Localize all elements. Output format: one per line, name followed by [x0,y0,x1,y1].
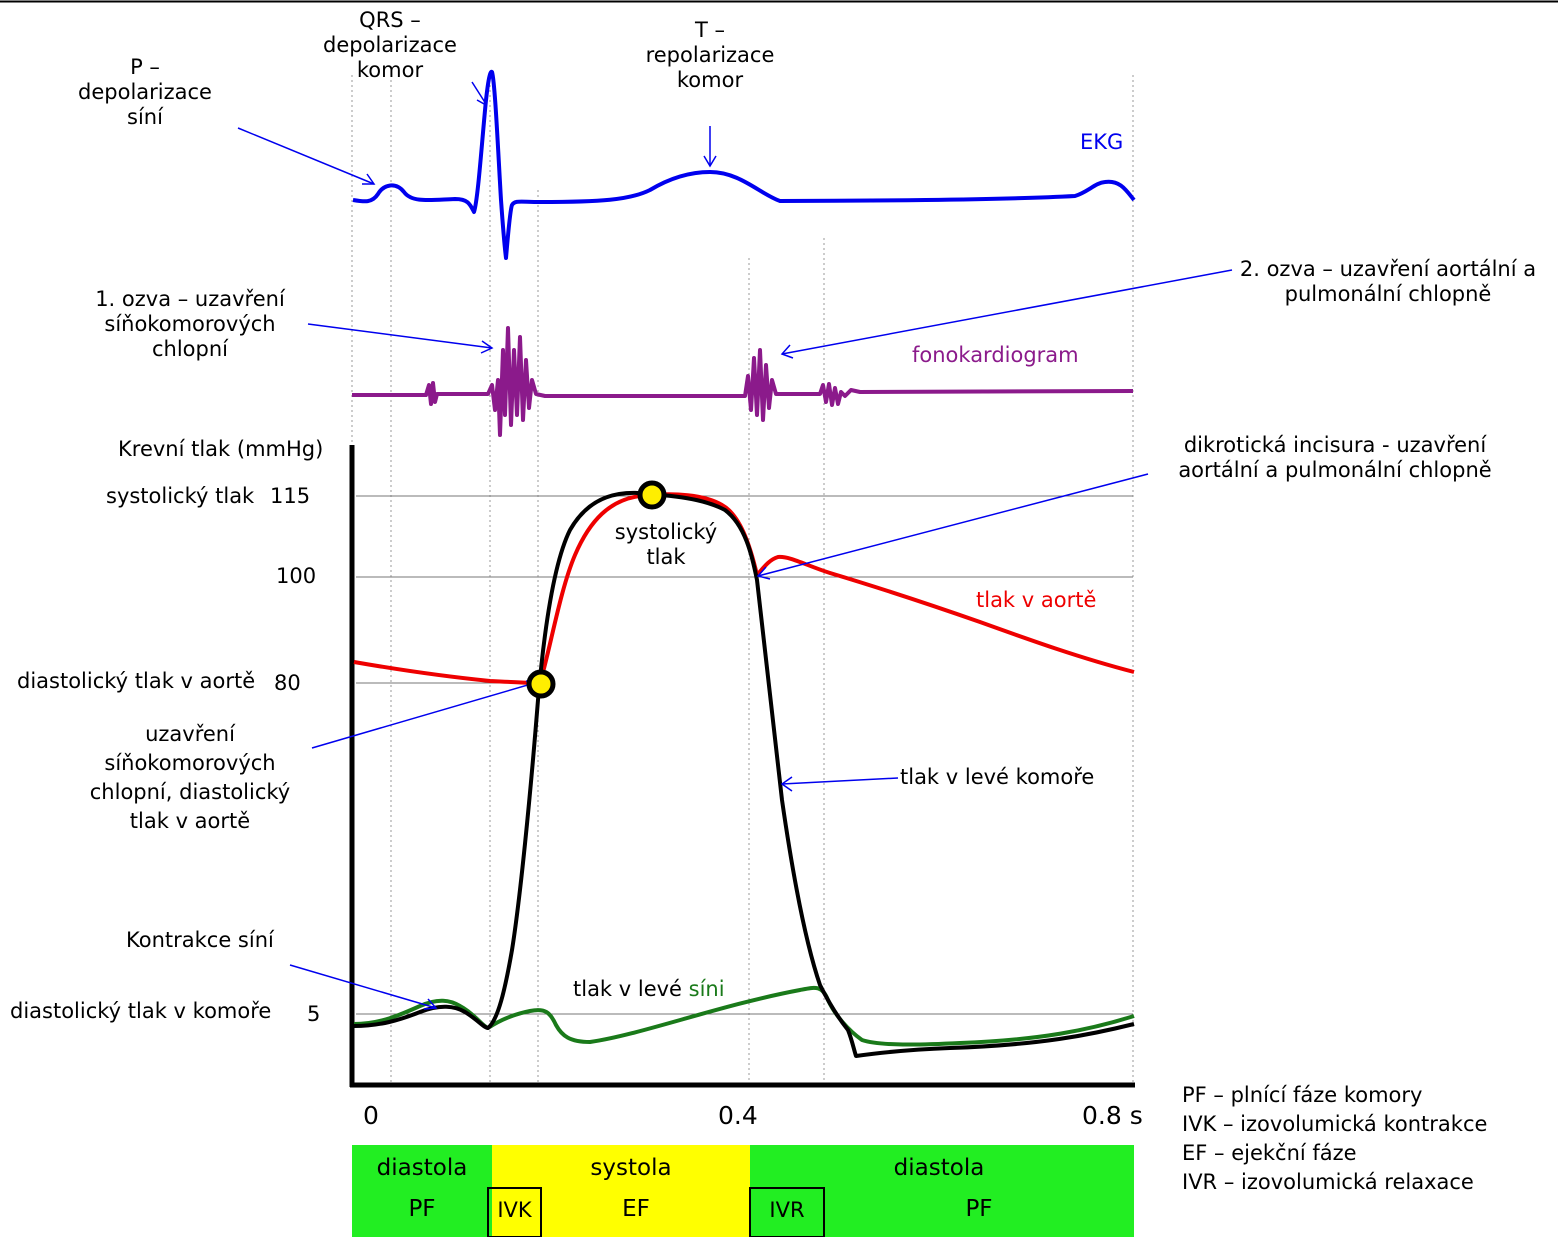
phase-systole-label: systola [590,1155,672,1181]
first-heart-sound-label: 1. ozva – uzavření síňokomorových chlopní [95,287,285,361]
left-ventricle-pressure-label: tlak v levé komoře [900,765,1095,789]
x-tick-0: 0 [363,1101,379,1130]
tick-80: 80 [274,671,301,695]
phase-systole [492,1145,750,1237]
ivk-box [487,1187,542,1237]
phase-diastole-2 [750,1145,1134,1237]
diastolic-pressure-marker [526,669,556,699]
phase-diastole-2-label: diastola [893,1155,985,1181]
diastolic-ventricle-label: diastolický tlak v komoře [10,999,272,1023]
ekg-label: EKG [1080,130,1124,154]
phase-diastole-1-label: diastola [376,1155,468,1181]
reference-lines [356,495,1133,1015]
legend-item-ef: EF – ejekční fáze [1182,1141,1357,1165]
left-ventricle-pressure [353,490,1135,1058]
annotation-arrows [237,81,1233,1010]
x-tick-0-8: 0.8 s [1082,1101,1143,1130]
guide-lines [351,75,1134,1085]
ekg-trace [352,69,1136,260]
systolic-pressure-marker [637,480,667,510]
t-wave-label: T – repolarizace komor [645,18,775,92]
phonocardiogram-trace [352,326,1134,437]
phase-ivk-label: IVK [497,1198,532,1222]
p-wave-label: P – depolarizace síní [78,55,212,129]
phonocardiogram-label: fonokardiogram [912,343,1079,367]
tick-5: 5 [307,1002,321,1026]
y-axis-title: Krevní tlak (mmHg) [118,437,324,461]
ivr-box [749,1187,825,1237]
aortic-pressure-label: tlak v aortě [976,588,1097,612]
av-valve-closure-label: uzavření síňokomorových chlopní, diastolic… [89,722,291,833]
second-heart-sound-label: 2. ozva – uzavření aortální a pulmonální … [1239,257,1537,306]
tick-100: 100 [276,564,317,588]
x-tick-0-4: 0.4 [718,1101,758,1130]
atrial-contraction-label: Kontrakce síní [126,928,274,952]
dicrotic-notch-label: dikrotická incisura - uzavření aortální a… [1178,433,1492,482]
phase-ivr-label: IVR [769,1198,805,1222]
phase-diastole-1 [352,1145,492,1237]
left-atrium-pressure [353,985,1135,1047]
phase-ef-label: EF [622,1196,650,1222]
phase-pf-1-label: PF [408,1196,436,1222]
systolic-pressure-label: systolický tlak [106,484,255,508]
tick-115: 115 [270,484,311,508]
diastolic-aorta-label: diastolický tlak v aortě [17,669,256,693]
phase-legend: PF – plnící fáze komory IVK – izovolumic… [1182,1081,1487,1197]
phase-pf-2-label: PF [965,1196,993,1222]
left-atrium-pressure-label: tlak v levé síni [573,977,725,1001]
legend-item-ivk: IVK – izovolumická kontrakce [1182,1112,1488,1136]
qrs-label: QRS – depolarizace komor [323,8,457,82]
legend-item-pf: PF – plnící fáze komory [1182,1083,1423,1107]
systolic-point-label: systolický tlak [614,520,718,569]
legend-item-ivr: IVR – izovolumická relaxace [1182,1170,1474,1194]
